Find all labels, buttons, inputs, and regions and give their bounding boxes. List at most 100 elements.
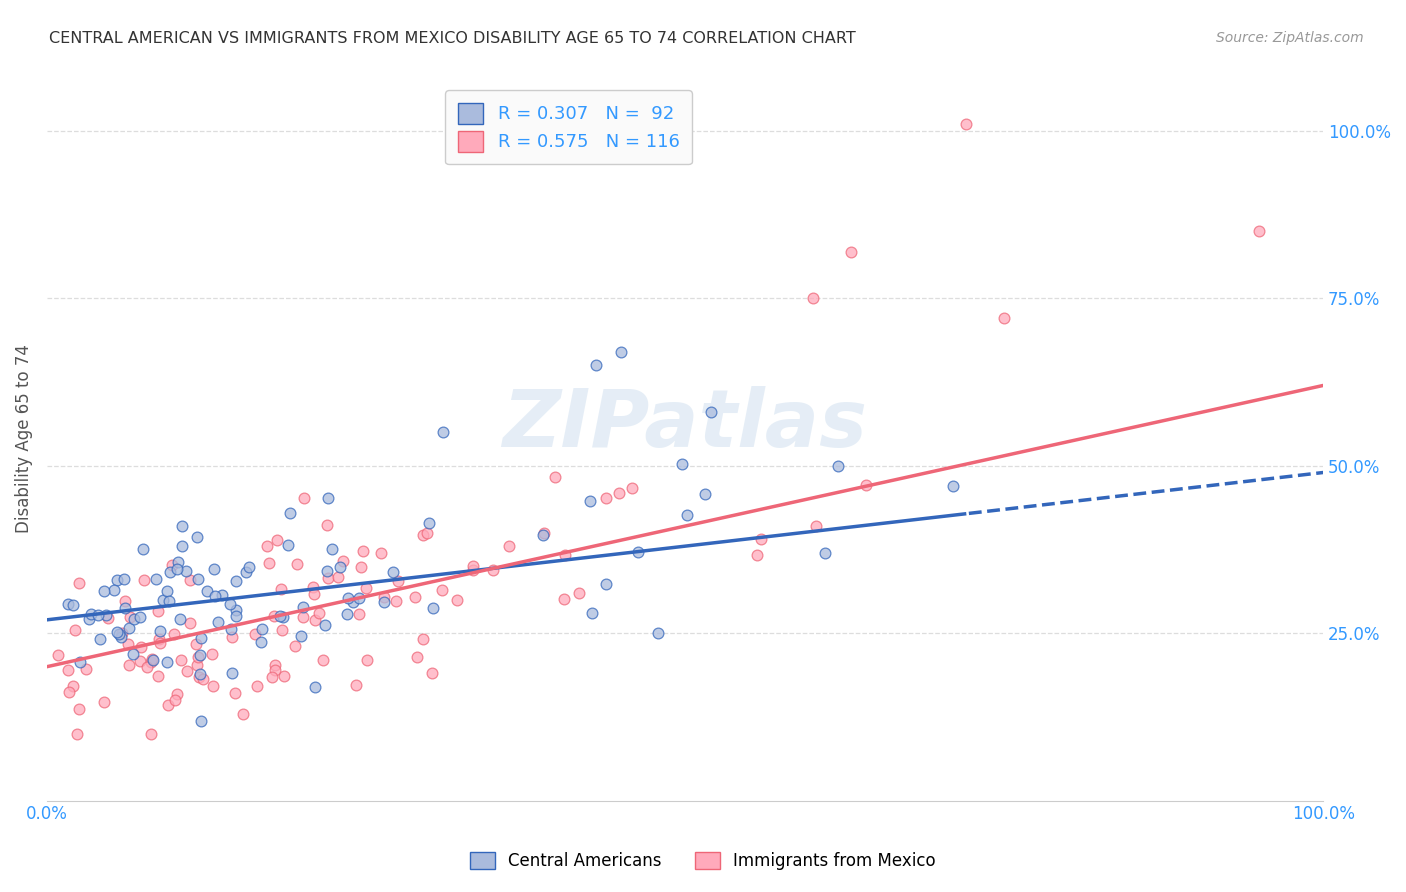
Legend: R = 0.307   N =  92, R = 0.575   N = 116: R = 0.307 N = 92, R = 0.575 N = 116	[446, 90, 692, 164]
Point	[146, 604, 169, 618]
Point	[186, 657, 208, 672]
Point	[316, 564, 339, 578]
Point	[329, 560, 352, 574]
Point	[482, 563, 505, 577]
Point	[264, 657, 287, 672]
Point	[202, 562, 225, 576]
Point	[121, 647, 143, 661]
Point	[252, 622, 274, 636]
Point	[120, 610, 142, 624]
Point	[77, 612, 100, 626]
Point	[201, 647, 224, 661]
Point	[148, 669, 170, 683]
Point	[221, 622, 243, 636]
Point	[172, 539, 194, 553]
Point	[167, 555, 190, 569]
Point	[129, 654, 152, 668]
Point	[266, 533, 288, 547]
Y-axis label: Disability Age 65 to 74: Disability Age 65 to 74	[15, 344, 32, 533]
Point	[610, 345, 633, 359]
Point	[304, 680, 326, 694]
Point	[224, 686, 246, 700]
Point	[103, 583, 125, 598]
Point	[291, 599, 314, 614]
Point	[347, 607, 370, 622]
Point	[301, 580, 323, 594]
Point	[139, 726, 162, 740]
Point	[627, 545, 650, 559]
Point	[308, 606, 330, 620]
Point	[66, 726, 89, 740]
Point	[581, 606, 603, 620]
Point	[291, 610, 314, 624]
Point	[159, 565, 181, 579]
Point	[315, 517, 337, 532]
Point	[432, 425, 454, 440]
Point	[152, 592, 174, 607]
Point	[67, 576, 90, 591]
Point	[191, 673, 214, 687]
Point	[278, 506, 301, 520]
Point	[321, 541, 343, 556]
Point	[544, 469, 567, 483]
Point	[273, 669, 295, 683]
Point	[461, 558, 484, 573]
Point	[176, 664, 198, 678]
Point	[382, 566, 405, 580]
Point	[184, 637, 207, 651]
Point	[256, 539, 278, 553]
Point	[204, 589, 226, 603]
Point	[131, 640, 153, 654]
Point	[219, 597, 242, 611]
Point	[806, 518, 828, 533]
Point	[955, 117, 977, 131]
Point	[62, 679, 84, 693]
Point	[211, 588, 233, 602]
Point	[463, 563, 485, 577]
Point	[270, 582, 292, 596]
Point	[160, 558, 183, 573]
Point	[422, 601, 444, 615]
Point	[141, 652, 163, 666]
Point	[801, 292, 824, 306]
Point	[568, 585, 591, 599]
Point	[312, 653, 335, 667]
Point	[124, 612, 146, 626]
Point	[350, 560, 373, 574]
Point	[179, 573, 201, 587]
Point	[187, 670, 209, 684]
Point	[271, 610, 294, 624]
Point	[94, 608, 117, 623]
Point	[855, 478, 877, 492]
Point	[157, 698, 180, 713]
Point	[118, 657, 141, 672]
Point	[373, 590, 395, 604]
Point	[271, 623, 294, 637]
Point	[190, 667, 212, 681]
Point	[114, 594, 136, 608]
Point	[347, 591, 370, 606]
Point	[225, 574, 247, 588]
Point	[277, 538, 299, 552]
Point	[290, 630, 312, 644]
Point	[533, 526, 555, 541]
Point	[201, 679, 224, 693]
Point	[285, 557, 308, 571]
Point	[207, 615, 229, 629]
Point	[607, 486, 630, 500]
Point	[585, 359, 607, 373]
Point	[839, 244, 862, 259]
Point	[156, 655, 179, 669]
Point	[1249, 224, 1271, 238]
Point	[105, 574, 128, 588]
Point	[62, 599, 84, 613]
Text: Source: ZipAtlas.com: Source: ZipAtlas.com	[1216, 31, 1364, 45]
Point	[498, 539, 520, 553]
Point	[554, 548, 576, 562]
Point	[157, 594, 180, 608]
Point	[418, 516, 440, 530]
Point	[179, 616, 201, 631]
Point	[221, 630, 243, 644]
Point	[314, 618, 336, 632]
Point	[67, 702, 90, 716]
